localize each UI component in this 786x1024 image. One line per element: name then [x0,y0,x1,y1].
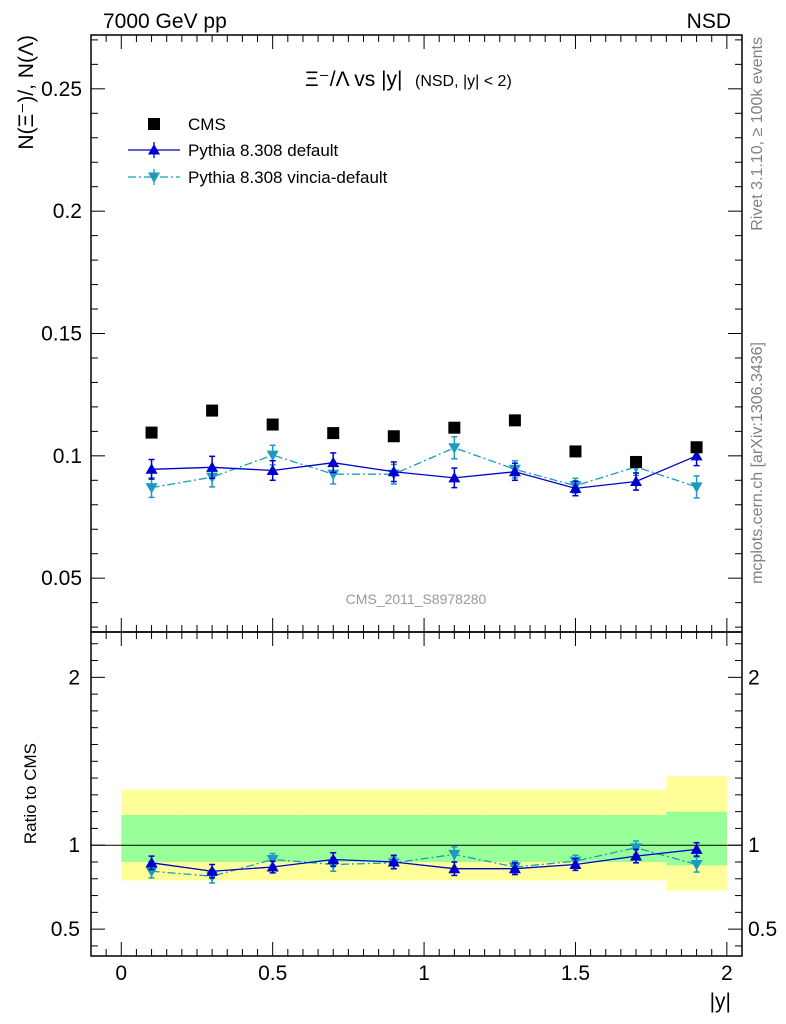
pythia-default-point [630,475,643,487]
legend-marker-vincia [148,172,160,183]
ratio-pythia-default-point [327,853,340,864]
header-energy-label: 7000 GeV pp [103,10,227,33]
plot-title-note: (NSD, |y| < 2) [415,73,512,90]
ratio-vincia-point [630,843,643,854]
ratio-y-tick-label-right: 0.5 [748,918,777,941]
legend-marker-cms [148,118,160,130]
ratio-band-green [181,814,243,862]
cms-data-point [690,441,703,454]
y-tick-label: 0.1 [53,445,82,468]
cms-data-point [266,418,279,431]
ratio-pythia-default-line [151,848,697,872]
legend-label: CMS [188,115,226,134]
rivet-version-label: Rivet 3.1.10, ≥ 100k events [749,37,766,231]
ratio-band-green [363,814,425,862]
y-tick-label: 0.25 [41,78,82,101]
ratio-vincia-line [151,847,697,877]
vincia-point [266,450,279,462]
pythia-default-line [151,455,697,490]
cms-data-point [145,426,158,439]
pythia-default-point [327,456,340,468]
y-tick-label: 0.15 [41,323,82,346]
ratio-pythia-default-point [145,856,158,868]
vincia-point [145,483,158,494]
x-tick-label: 0 [115,962,127,985]
x-tick-label: 2 [721,962,733,985]
cms-data-point [448,421,461,434]
x-tick-label: 1 [418,962,430,985]
x-axis-title: |y| [710,990,731,1013]
ratio-pythia-default-point [508,862,521,874]
ratio-y-tick-label: 2 [68,666,80,689]
pythia-default-point [145,463,158,474]
ratio-pythia-default-point [266,861,279,872]
ratio-pythia-default-point [448,862,461,874]
ratio-pythia-default-point [206,865,219,876]
x-tick-label: 1.5 [561,962,590,985]
ratio-y-tick-label-right: 2 [748,666,760,689]
ratio-band-green [484,814,546,862]
ratio-y-tick-label: 0.5 [51,918,80,941]
ratio-y-tick-label-right: 1 [748,834,760,857]
ratio-vincia-point [690,860,703,871]
y-tick-label: 0.2 [53,200,82,223]
y-tick-label: 0.05 [41,567,82,590]
cms-data-point [387,430,400,443]
main-plot-panel: 0.05 0.1 0.15 0.2 0.25 [41,34,743,633]
cms-data-point [508,414,521,427]
ratio-vincia-point [448,849,461,861]
pythia-default-point [387,465,400,477]
cms-data-point [206,404,219,417]
ratio-pythia-default-point [690,843,703,854]
ratio-plot-panel: 0 0.5 1 1.5 2 0.5 0.5 1 1 2 2 [51,631,777,985]
pythia-default-point [448,471,461,483]
legend-marker-pythia-default [148,144,160,155]
legend-label: Pythia 8.308 default [188,141,339,160]
vincia-point [690,482,703,493]
ratio-band-green [121,814,182,862]
ratio-frame [90,631,743,957]
ratio-vincia-point [266,854,279,866]
ratio-y-axis-title: Ratio to CMS [21,743,40,844]
cms-data-point [327,427,340,440]
ratio-pythia-default-point [569,858,582,870]
pythia-default-point [508,465,521,477]
vincia-point [448,443,461,454]
legend-label: Pythia 8.308 vincia-default [188,168,388,187]
main-y-axis-title: N(Ξ⁻)/, N(Λ) [15,35,38,150]
ratio-pythia-default-point [630,850,643,861]
pythia-default-point [569,482,582,493]
ratio-y-tick-label: 1 [68,834,80,857]
cms-data-point [569,445,582,458]
header-process-label: NSD [687,10,731,33]
cms-data-point [630,455,643,468]
ratio-band-green [545,814,606,862]
mcplots-label: mcplots.cern.ch [arXiv:1306.3436] [749,342,766,584]
pythia-default-point [690,449,703,461]
ratio-pythia-default-point [387,855,400,867]
vincia-line [151,447,697,489]
pythia-default-point [206,461,219,472]
pythia-default-point [266,464,279,476]
analysis-id-label: CMS_2011_S8978280 [346,591,487,607]
legend: CMS Pythia 8.308 default Pythia 8.308 vinc… [128,115,388,187]
x-tick-label: 0.5 [258,962,287,985]
plot-title: Ξ⁻/Λ vs |y| [305,68,403,91]
